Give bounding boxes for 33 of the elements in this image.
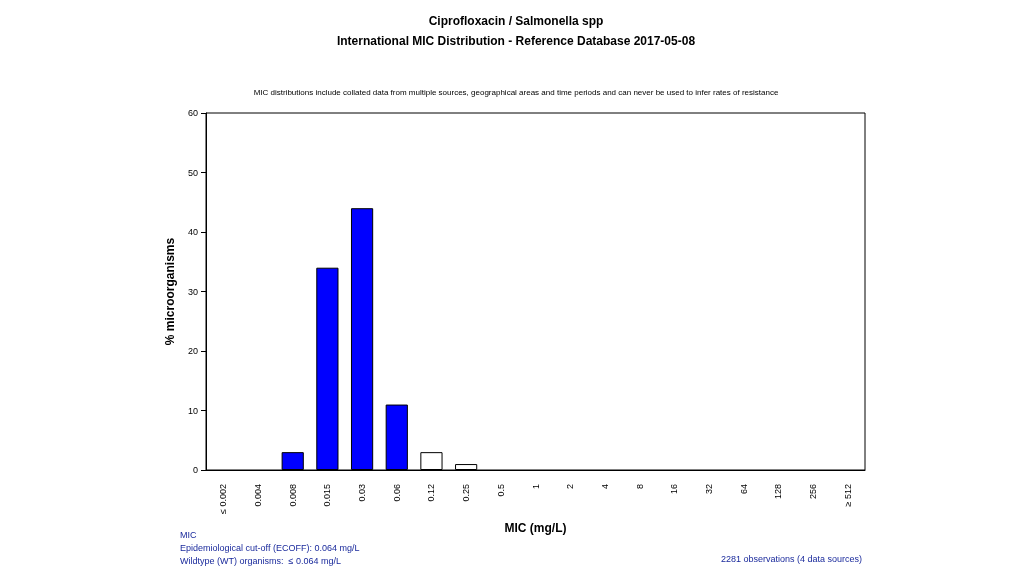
text: MIC Epidemiological cut-off (ECOFF): 0.064 mg/L Wildtype (WT) organisms: ≤ 0.064 mg/L (180, 529, 360, 566)
y-tick-label: 50 (187, 167, 198, 178)
y-tick-label: 10 (187, 405, 198, 416)
x-tick-label: 2 (565, 484, 576, 490)
x-tick-label: ≥ 512 (842, 484, 853, 507)
x-tick-label: 0.008 (287, 484, 298, 507)
x-tick-label: 0.03 (357, 484, 368, 502)
text: 2281 observations (4 data sources) (720, 553, 863, 564)
chart-title: Ciprofloxacin / Salmonella spp (428, 14, 604, 28)
x-tick-label: 0.004 (253, 484, 264, 507)
chart-subtitle: International MIC Distribution - Reference Database 2017-05-08 (336, 34, 696, 48)
x-tick-label: 32 (703, 484, 714, 495)
text: MIC distributions include collated data from multiple sources, geographical areas and time periods and can never be used to infer rates of resistance (253, 87, 779, 97)
x-tick-label: ≤ 0.002 (218, 484, 229, 514)
x-tick-label: 0.12 (426, 484, 437, 502)
x-tick-label: 64 (738, 484, 749, 495)
y-tick-label: 30 (187, 286, 198, 297)
y-tick-label: 40 (187, 227, 198, 237)
x-axis-title: MIC (mg/L) (504, 520, 567, 535)
y-axis-title: % microorganisms (163, 237, 177, 346)
x-tick-label: 0.25 (461, 484, 472, 502)
x-tick-label: 0.06 (391, 484, 402, 502)
x-tick-label: 8 (634, 484, 645, 490)
x-tick-label: 128 (773, 484, 784, 500)
x-tick-label: 1 (530, 484, 541, 490)
y-tick-label: 0 (192, 465, 198, 475)
x-tick-label: 0.5 (495, 484, 506, 497)
y-tick-label: 20 (187, 346, 198, 356)
x-tick-label: 0.015 (322, 484, 333, 507)
y-tick-label: 60 (187, 108, 198, 118)
x-tick-label: 256 (807, 484, 818, 500)
x-tick-label: 16 (669, 484, 680, 495)
x-tick-label: 4 (599, 484, 610, 490)
